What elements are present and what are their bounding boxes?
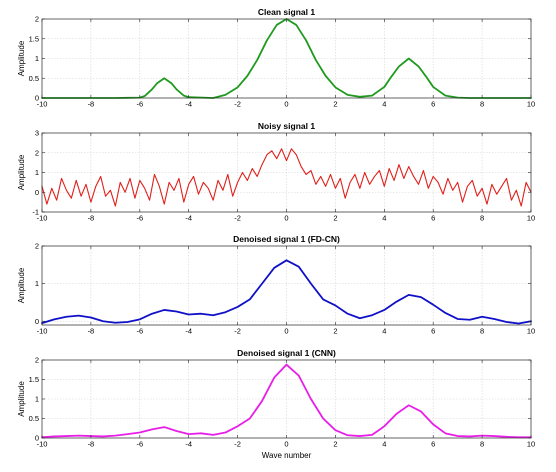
series-line [41,18,532,99]
x-tick-label: 0 [284,440,288,449]
x-tick-label: -10 [37,327,48,336]
x-tick-label: 8 [480,100,484,109]
x-tick-label: 0 [284,100,288,109]
y-axis-label: Amplitude [17,381,26,417]
panel-title: Denoised signal 1 (CNN) [237,348,336,358]
y-tick-label: 0.5 [29,414,39,423]
panel-title: Denoised signal 1 (FD-CN) [233,234,340,244]
y-tick-label: 3 [35,129,39,138]
chart-panel-1: -10 -8 -6 -4 -2 0 2 4 6 8 10 0 0.5 1 1.5 2 Clean signal … [17,7,535,109]
x-tick-label: 6 [431,214,435,223]
x-tick-label: 6 [431,327,435,336]
y-tick-label: 1 [35,395,39,404]
x-tick-label: 8 [480,440,484,449]
x-tick-label: -8 [88,100,95,109]
y-axis-label: Amplitude [17,154,26,190]
x-tick-label: 0 [284,214,288,223]
x-axis-label: Wave number [262,451,312,460]
x-tick-label: 2 [333,214,337,223]
x-tick-label: -8 [88,327,95,336]
x-tick-label: -8 [88,214,95,223]
x-tick-label: -6 [136,214,143,223]
y-tick-label: 0 [35,94,39,103]
x-tick-label: 8 [480,214,484,223]
series-line [41,259,532,325]
x-tick-label: -6 [136,327,143,336]
x-tick-label: -10 [37,214,48,223]
y-tick-label: 2 [35,242,39,251]
x-tick-label: 4 [382,327,386,336]
x-tick-label: -4 [185,327,192,336]
x-tick-label: -2 [234,327,241,336]
y-axis-label: Amplitude [17,267,26,303]
x-tick-label: -10 [37,440,48,449]
x-tick-label: 4 [382,440,386,449]
x-tick-label: 2 [333,440,337,449]
y-tick-label: 1 [35,54,39,63]
y-tick-label: 2 [35,148,39,157]
x-tick-label: 8 [480,327,484,336]
y-tick-label: -1 [32,208,39,217]
y-tick-label: 1 [35,168,39,177]
x-tick-label: -6 [136,440,143,449]
y-tick-label: 1.5 [29,375,39,384]
x-tick-label: 4 [382,100,386,109]
y-tick-label: 0 [35,317,39,326]
series-line [41,363,532,439]
x-tick-label: -2 [234,214,241,223]
series-line [41,148,532,207]
x-tick-label: -10 [37,100,48,109]
y-tick-label: 2 [35,356,39,365]
y-tick-label: 1.5 [29,34,39,43]
x-tick-label: -4 [185,214,192,223]
y-tick-label: 0.5 [29,74,39,83]
y-tick-label: 1 [35,279,39,288]
y-tick-label: 0 [35,188,39,197]
y-tick-label: 2 [35,15,39,24]
panel-title: Noisy signal 1 [258,121,315,131]
x-tick-label: 10 [527,100,535,109]
x-tick-label: 10 [527,214,535,223]
x-tick-label: 2 [333,100,337,109]
x-tick-label: -2 [234,100,241,109]
y-tick-label: 0 [35,434,39,443]
x-tick-label: 10 [527,327,535,336]
x-tick-label: -8 [88,440,95,449]
x-tick-label: 6 [431,100,435,109]
x-tick-label: 2 [333,327,337,336]
y-axis-label: Amplitude [17,40,26,76]
chart-panel-3: -10 -8 -6 -4 -2 0 2 4 6 8 10 0 1 2 Denoised signal 1 (… [17,234,535,336]
panel-title: Clean signal 1 [258,7,315,17]
x-tick-label: 0 [284,327,288,336]
x-tick-label: -2 [234,440,241,449]
x-tick-label: 4 [382,214,386,223]
chart-panel-4: -10 -8 -6 -4 -2 0 2 4 6 8 10 0 0.5 1 1.5 2 Denoised sign… [17,348,535,460]
x-tick-label: -4 [185,440,192,449]
x-tick-label: 10 [527,440,535,449]
x-tick-label: 6 [431,440,435,449]
x-tick-label: -6 [136,100,143,109]
x-tick-label: -4 [185,100,192,109]
